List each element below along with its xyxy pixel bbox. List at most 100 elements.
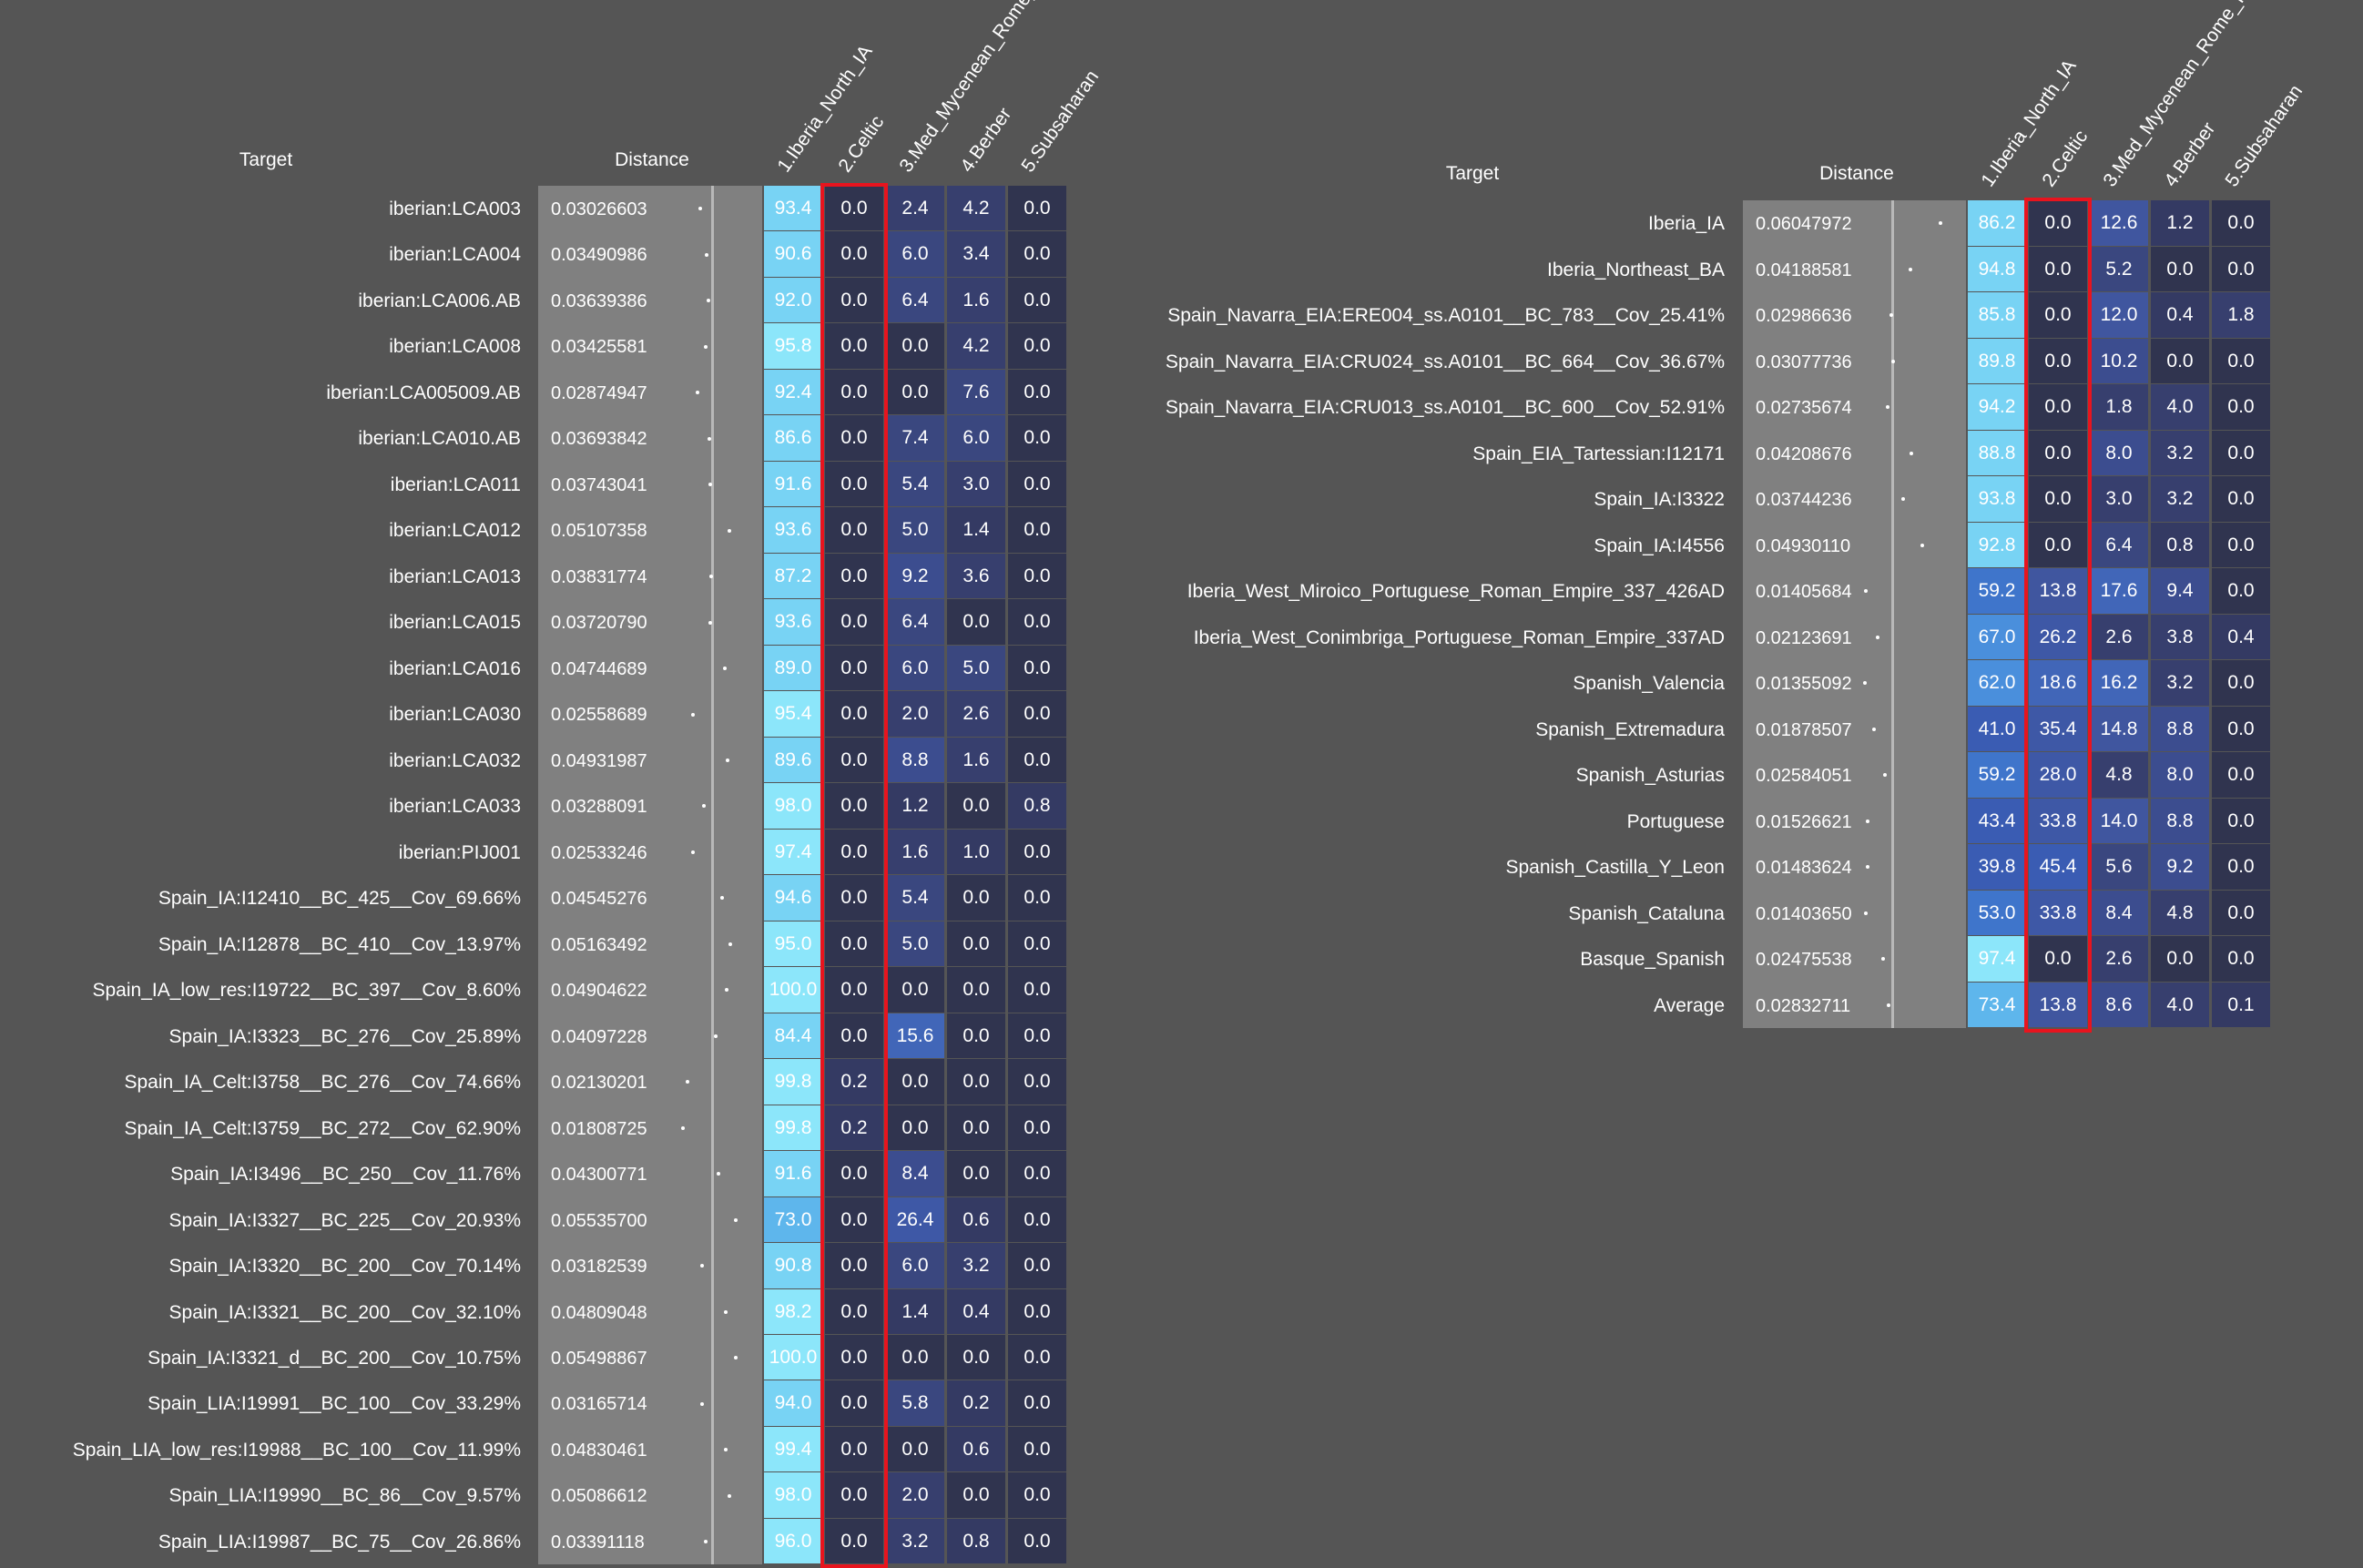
row-distance-dot	[708, 620, 712, 625]
row-target-label: iberian:PIJ001	[398, 841, 521, 863]
row-target-label: Portuguese	[1626, 810, 1725, 832]
row-distance-value: 0.01526621	[1756, 811, 1852, 832]
row-distance-dot	[1909, 267, 1913, 271]
cell-3: 5.0	[886, 507, 944, 553]
cell-3: 14.0	[2090, 798, 2148, 843]
row-distance-value: 0.05086612	[551, 1486, 647, 1507]
cell-4: 1.4	[947, 507, 1005, 553]
cell-1: 85.8	[1968, 292, 2026, 338]
row-target-label: Spain_LIA:I19987__BC_75__Cov_26.86%	[158, 1531, 521, 1553]
cell-4: 4.2	[947, 186, 1005, 231]
cell-1: 86.6	[764, 415, 822, 461]
cell-1: 84.4	[764, 1013, 822, 1059]
row-distance-dot	[685, 1080, 689, 1084]
cell-2: 0.0	[825, 645, 883, 691]
row-target-label: iberian:LCA010.AB	[358, 428, 521, 450]
cell-2: 0.0	[825, 1196, 883, 1243]
cell-1: 93.6	[764, 599, 822, 645]
cell-4: 7.6	[947, 369, 1005, 415]
row-distance-dot	[1864, 911, 1869, 915]
cell-4: 8.8	[2151, 706, 2209, 751]
cell-5: 0.0	[1008, 1518, 1066, 1564]
row-target-label: Spain_IA_Celt:I3758__BC_276__Cov_74.66%	[124, 1072, 522, 1094]
cell-1: 98.0	[764, 783, 822, 829]
cell-1: 95.8	[764, 323, 822, 369]
row-distance-dot	[699, 1401, 704, 1406]
row-distance-dot	[696, 391, 700, 395]
cell-3: 6.4	[886, 277, 944, 323]
cell-5: 0.0	[1008, 507, 1066, 553]
cell-5: 0.0	[1008, 553, 1066, 599]
row-distance-value: 0.02123691	[1756, 627, 1852, 648]
cell-2: 0.0	[825, 1335, 883, 1380]
cell-5: 0.0	[2212, 706, 2270, 751]
cell-1: 87.2	[764, 553, 822, 599]
cell-2: 0.0	[825, 1380, 883, 1426]
row-target-label: Spanish_Asturias	[1575, 765, 1725, 786]
cell-5: 0.0	[2212, 752, 2270, 798]
row-target-label: iberian:LCA011	[390, 473, 521, 495]
cell-3: 2.0	[886, 1472, 944, 1518]
cell-3: 2.4	[886, 186, 944, 231]
cell-4: 0.8	[947, 1518, 1005, 1564]
cell-1: 41.0	[1968, 706, 2026, 751]
row-target-label: Spain_Navarra_EIA:CRU013_ss.A0101__BC_60…	[1165, 397, 1725, 418]
cell-4: 0.0	[2151, 338, 2209, 383]
cell-2: 0.0	[825, 599, 883, 645]
row-distance-value: 0.03831774	[551, 566, 647, 587]
row-distance-value: 0.03490986	[551, 245, 647, 266]
cell-3: 8.4	[2090, 890, 2148, 935]
row-target-label: Spain_Navarra_EIA:ERE004_ss.A0101__BC_78…	[1167, 305, 1725, 326]
distance-header: Distance	[1819, 163, 1894, 184]
row-distance-dot	[724, 1448, 728, 1452]
row-distance-dot	[691, 850, 696, 854]
row-target-label: iberian:LCA012	[389, 520, 521, 542]
row-distance-value: 0.03077736	[1756, 351, 1852, 372]
row-distance-value: 0.05498867	[551, 1349, 647, 1369]
cell-1: 95.4	[764, 691, 822, 737]
cell-4: 3.2	[2151, 660, 2209, 706]
cell-2: 0.0	[825, 461, 883, 507]
row-target-label: iberian:LCA006.AB	[358, 290, 521, 311]
cell-1: 99.8	[764, 1059, 822, 1105]
cell-4: 4.2	[947, 323, 1005, 369]
cell-3: 5.4	[886, 461, 944, 507]
row-distance-dot	[725, 759, 729, 762]
cell-4: 0.6	[947, 1196, 1005, 1243]
row-distance-value: 0.03182539	[551, 1257, 647, 1278]
cell-5: 0.0	[1008, 461, 1066, 507]
row-distance-value: 0.01355092	[1756, 674, 1852, 694]
cell-5: 0.0	[1008, 691, 1066, 737]
row-distance-value: 0.05107358	[551, 521, 647, 542]
cell-5: 0.0	[1008, 1243, 1066, 1288]
row-distance-value: 0.03743041	[551, 474, 647, 495]
cell-3: 5.4	[886, 875, 944, 921]
cell-5: 0.0	[1008, 599, 1066, 645]
cell-3: 0.0	[886, 1426, 944, 1472]
cell-5: 0.0	[2212, 798, 2270, 843]
cell-3: 7.4	[886, 415, 944, 461]
cell-3: 5.2	[2090, 246, 2148, 291]
cell-2: 0.0	[825, 1472, 883, 1518]
cell-2: 26.2	[2029, 614, 2087, 659]
row-target-label: Iberia_IA	[1647, 213, 1725, 234]
cell-3: 1.4	[886, 1288, 944, 1334]
cell-4: 3.2	[2151, 430, 2209, 475]
row-distance-value: 0.03720790	[551, 613, 647, 634]
row-distance-value: 0.04809048	[551, 1302, 647, 1323]
cell-1: 59.2	[1968, 568, 2026, 614]
row-distance-dot	[713, 1033, 718, 1038]
cell-2: 0.2	[825, 1059, 883, 1105]
cell-2: 0.0	[825, 921, 883, 967]
cell-3: 2.0	[886, 691, 944, 737]
row-distance-value: 0.01483624	[1756, 858, 1852, 878]
cell-3: 1.2	[886, 783, 944, 829]
cell-1: 96.0	[764, 1518, 822, 1564]
cell-5: 0.0	[1008, 1335, 1066, 1380]
row-distance-dot	[1939, 221, 1943, 226]
row-distance-value: 0.01878507	[1756, 719, 1852, 740]
row-distance-value: 0.05535700	[551, 1210, 647, 1231]
row-target-label: iberian:LCA008	[389, 336, 521, 358]
row-distance-value: 0.05163492	[551, 934, 647, 955]
row-distance-dot	[719, 896, 724, 901]
